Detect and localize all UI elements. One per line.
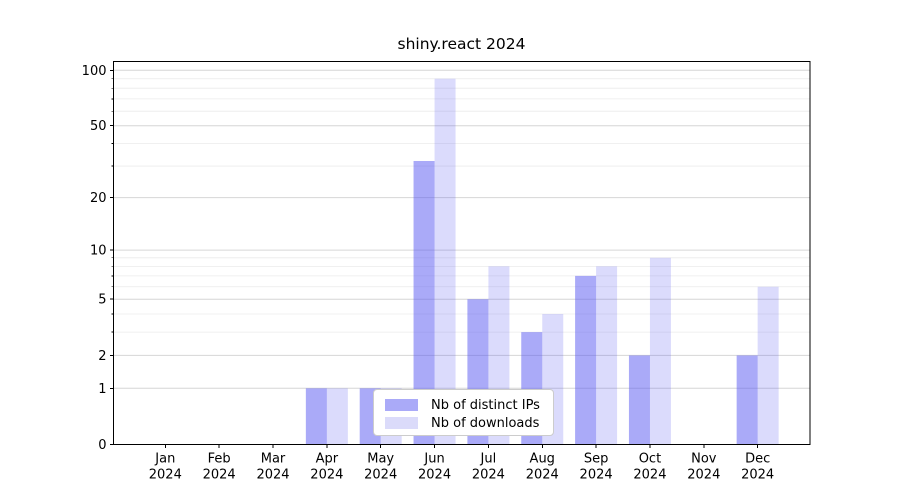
y-tick-label: 10 xyxy=(90,244,107,259)
x-tick-label-year: 2024 xyxy=(472,468,505,483)
x-tick-label-month: Dec xyxy=(745,452,770,467)
x-tick-label-year: 2024 xyxy=(633,468,666,483)
y-tick-label: 100 xyxy=(82,64,107,79)
legend-label-distinct-ips: Nb of distinct IPs xyxy=(431,397,540,413)
x-tick-label-year: 2024 xyxy=(203,468,236,483)
y-tick-label: 0 xyxy=(98,438,106,453)
y-tick-label: 2 xyxy=(98,349,106,364)
bar-downloads xyxy=(596,266,618,445)
legend-item-downloads: Nb of downloads xyxy=(385,415,553,431)
x-tick-label-year: 2024 xyxy=(149,468,182,483)
bar-distinct-ips xyxy=(575,275,597,445)
y-tick-label: 50 xyxy=(90,119,107,134)
legend-swatch-distinct-ips xyxy=(385,399,418,411)
y-tick-label: 20 xyxy=(90,191,107,206)
x-tick-label-month: Sep xyxy=(584,452,609,467)
y-tick-label: 1 xyxy=(98,382,106,397)
x-tick-label-month: Mar xyxy=(261,452,286,467)
x-tick-label-year: 2024 xyxy=(310,468,343,483)
x-tick-label-year: 2024 xyxy=(741,468,774,483)
x-tick-label-month: Apr xyxy=(316,452,339,467)
x-tick-label-month: Nov xyxy=(691,452,717,467)
y-tick-label: 5 xyxy=(98,293,106,308)
x-tick-label-month: Aug xyxy=(530,452,555,467)
x-tick-label-month: Jan xyxy=(154,452,175,467)
x-tick-label-year: 2024 xyxy=(687,468,720,483)
legend-item-distinct-ips: Nb of distinct IPs xyxy=(385,397,553,413)
legend-swatch-downloads xyxy=(385,417,418,429)
x-tick-label-month: Jun xyxy=(423,452,444,467)
bar-distinct-ips xyxy=(628,355,650,445)
bar-distinct-ips xyxy=(305,388,327,445)
x-tick-label-year: 2024 xyxy=(364,468,397,483)
bar-downloads xyxy=(649,257,671,445)
legend-label-downloads: Nb of downloads xyxy=(431,415,540,431)
bar-distinct-ips xyxy=(413,160,435,445)
bar-distinct-ips xyxy=(736,355,758,445)
x-tick-label-year: 2024 xyxy=(526,468,559,483)
bar-downloads xyxy=(434,78,456,445)
x-tick-label-year: 2024 xyxy=(256,468,289,483)
bar-downloads xyxy=(757,286,779,445)
x-tick-label-month: Feb xyxy=(208,452,231,467)
bar-downloads xyxy=(326,388,348,445)
x-tick-label-month: Jul xyxy=(480,452,497,467)
x-tick-label-month: Oct xyxy=(639,452,661,467)
plot-border xyxy=(113,61,811,445)
x-tick-label-month: May xyxy=(367,452,394,467)
x-tick-label-year: 2024 xyxy=(580,468,613,483)
x-tick-label-year: 2024 xyxy=(418,468,451,483)
legend: Nb of distinct IPs Nb of downloads xyxy=(373,389,554,436)
chart-title: shiny.react 2024 xyxy=(397,35,526,53)
